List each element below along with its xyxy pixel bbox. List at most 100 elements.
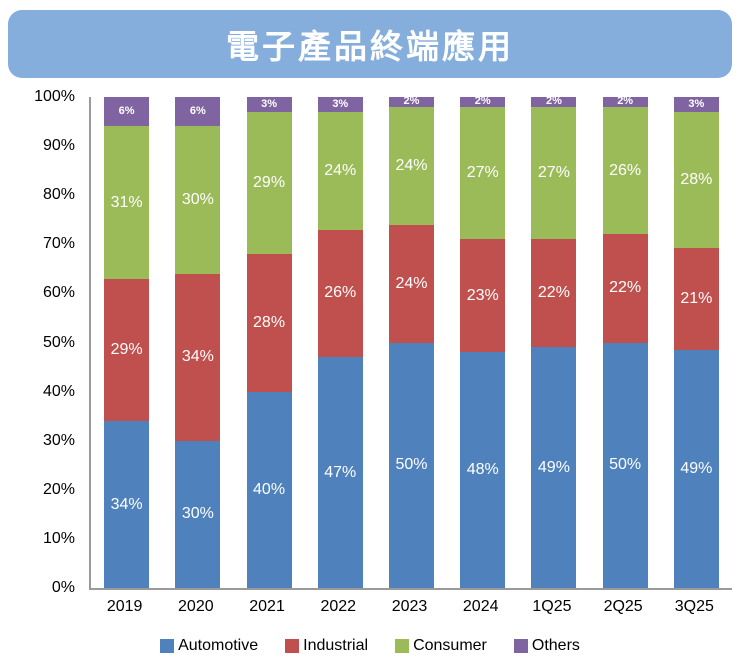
- bar-segment-consumer-2022: 24%: [317, 111, 363, 230]
- bar-column-2024: 48% 23% 27% 2%: [447, 96, 518, 588]
- stacked-bar-2021: 40% 28% 29% 3%: [246, 97, 292, 588]
- bar-segment-consumer-2019: 31%: [104, 126, 150, 279]
- legend-item-automotive: Automotive: [160, 637, 258, 655]
- bar-column-2Q25: 50% 22% 26% 2%: [590, 95, 661, 588]
- segment-value-label: 29%: [110, 340, 143, 358]
- x-axis-label-2023: 2023: [391, 598, 428, 615]
- x-axis-label-1Q25: 1Q25: [532, 598, 572, 615]
- y-axis-tick-label: 80%: [42, 186, 75, 204]
- x-axis-label-3Q25: 3Q25: [674, 598, 714, 615]
- bar-segment-others-2020: 6%: [175, 97, 221, 127]
- bar-segment-consumer-2020: 30%: [175, 126, 221, 274]
- segment-value-label: 2%: [617, 95, 634, 108]
- segment-value-label: 29%: [253, 173, 286, 191]
- bar-segment-others-2019: 6%: [104, 97, 150, 127]
- bar-segment-consumer-2021: 29%: [246, 111, 292, 255]
- bar-column-2019: 34% 29% 31% 6%: [91, 97, 162, 588]
- legend-swatch-automotive: [160, 639, 175, 653]
- segment-value-label: 6%: [189, 105, 206, 118]
- plot-area: 34% 29% 31% 6% 30% 34% 30% 6% 40% 28% 29% 3% 47% 26% 2…: [89, 95, 732, 590]
- legend-swatch-industrial: [285, 639, 300, 653]
- segment-value-label: 3%: [332, 97, 349, 110]
- bar-segment-industrial-3Q25: 21%: [673, 247, 719, 350]
- bar-segment-industrial-2019: 29%: [104, 278, 150, 422]
- bar-segment-others-1Q25: 2%: [531, 95, 577, 108]
- y-axis: 100% 90% 80% 70% 60% 50% 40% 30% 20% 10% 0%: [0, 88, 84, 596]
- stacked-bar-2019: 34% 29% 31% 6%: [104, 97, 150, 588]
- bar-segment-others-2023: 2%: [388, 95, 434, 108]
- segment-value-label: 6%: [118, 105, 135, 118]
- x-axis-label-2022: 2022: [320, 598, 357, 615]
- y-axis-tick-label: 30%: [42, 431, 75, 449]
- segment-value-label: 26%: [609, 161, 642, 179]
- bar-column-2021: 40% 28% 29% 3%: [233, 97, 304, 588]
- chart-title-banner: 電子產品終端應用: [8, 10, 732, 78]
- segment-value-label: 49%: [680, 459, 713, 477]
- segment-value-label: 3%: [688, 97, 705, 110]
- segment-value-label: 30%: [181, 505, 214, 523]
- legend-swatch-consumer: [395, 639, 410, 653]
- segment-value-label: 27%: [466, 164, 499, 182]
- segment-value-label: 26%: [324, 284, 357, 302]
- segment-value-label: 3%: [261, 97, 277, 110]
- bar-segment-industrial-2024: 23%: [460, 239, 506, 353]
- bar-segment-industrial-2023: 24%: [388, 224, 434, 343]
- bar-segment-automotive-2023: 50%: [388, 342, 434, 588]
- x-axis: 2019 2020 2021 2022 2023 2024 1Q25 2Q25 3Q25: [89, 598, 730, 616]
- y-axis-tick-label: 60%: [42, 284, 75, 302]
- bar-column-2022: 47% 26% 24% 3%: [305, 97, 376, 588]
- stacked-bar-3Q25: 49% 21% 28% 3%: [673, 97, 719, 588]
- bar-segment-automotive-2020: 30%: [175, 440, 221, 588]
- bar-segment-others-2021: 3%: [246, 97, 292, 112]
- bar-segment-consumer-3Q25: 28%: [673, 111, 719, 248]
- stacked-bar-2020: 30% 34% 30% 6%: [175, 97, 221, 588]
- x-axis-label-2021: 2021: [249, 598, 285, 615]
- segment-value-label: 34%: [110, 495, 143, 513]
- bar-segment-industrial-2022: 26%: [317, 229, 363, 358]
- bar-segment-industrial-2020: 34%: [175, 273, 221, 441]
- stacked-bar-2Q25: 50% 22% 26% 2%: [602, 95, 648, 588]
- bar-column-2020: 30% 34% 30% 6%: [162, 97, 233, 588]
- segment-value-label: 24%: [324, 161, 357, 179]
- segment-value-label: 48%: [466, 461, 499, 479]
- bar-column-2023: 50% 24% 24% 2%: [376, 95, 447, 588]
- bar-segment-industrial-2021: 28%: [246, 254, 292, 392]
- bar-segment-consumer-1Q25: 27%: [531, 106, 577, 240]
- y-axis-tick-label: 100%: [34, 88, 75, 105]
- segment-value-label: 2%: [545, 95, 562, 108]
- segment-value-label: 31%: [110, 193, 143, 211]
- bar-segment-automotive-1Q25: 49%: [531, 347, 577, 588]
- bar-segment-others-3Q25: 3%: [673, 97, 719, 112]
- bar-segment-consumer-2Q25: 26%: [602, 106, 648, 235]
- bar-column-3Q25: 49% 21% 28% 3%: [661, 97, 732, 588]
- segment-value-label: 28%: [680, 170, 713, 188]
- segment-value-label: 22%: [609, 279, 642, 297]
- segment-value-label: 22%: [537, 284, 570, 302]
- segment-value-label: 23%: [466, 286, 499, 304]
- segment-value-label: 24%: [395, 274, 428, 292]
- y-axis-tick-label: 0%: [51, 579, 75, 596]
- legend-item-consumer: Consumer: [395, 637, 487, 655]
- bar-segment-consumer-2023: 24%: [388, 106, 434, 225]
- stacked-bar-2023: 50% 24% 24% 2%: [388, 95, 434, 588]
- bar-segment-automotive-2Q25: 50%: [602, 342, 648, 588]
- legend-swatch-others: [513, 639, 528, 653]
- stacked-bar-2022: 47% 26% 24% 3%: [317, 97, 363, 588]
- legend: Automotive Industrial Consumer Others: [0, 637, 740, 655]
- segment-value-label: 49%: [537, 458, 570, 476]
- stacked-bar-2024: 48% 23% 27% 2%: [460, 96, 506, 588]
- x-axis-label-2019: 2019: [106, 598, 143, 615]
- page-title: 電子產品終端應用: [226, 28, 514, 65]
- bar-segment-others-2Q25: 2%: [602, 95, 648, 108]
- legend-item-others: Others: [513, 637, 580, 655]
- segment-value-label: 50%: [395, 456, 428, 474]
- x-axis-label-2Q25: 2Q25: [603, 598, 643, 615]
- segment-value-label: 28%: [253, 313, 286, 331]
- segment-value-label: 24%: [395, 156, 428, 174]
- segment-value-label: 2%: [403, 95, 420, 108]
- bar-segment-others-2024: 2%: [460, 96, 506, 107]
- segment-value-label: 50%: [609, 456, 642, 474]
- y-axis-tick-label: 40%: [42, 382, 75, 400]
- y-axis-tick-label: 50%: [42, 333, 75, 351]
- legend-label: Others: [531, 637, 580, 654]
